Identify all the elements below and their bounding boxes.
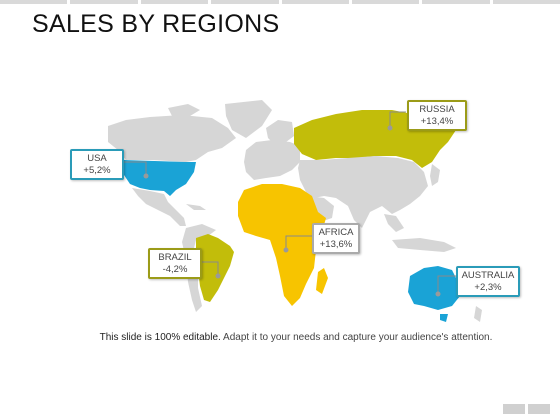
top-decor-bars xyxy=(0,0,560,4)
region-africa xyxy=(238,184,326,306)
callout-australia: AUSTRALIA +2,3% xyxy=(456,266,520,297)
marker-brazil xyxy=(215,273,221,279)
callout-usa: USA +5,2% xyxy=(70,149,124,180)
leader-africa xyxy=(285,235,312,250)
caption-rest: Adapt it to your needs and capture your … xyxy=(220,332,493,343)
land-madagascar xyxy=(316,268,328,294)
land-uk xyxy=(248,144,258,160)
slide-caption: This slide is 100% editable. Adapt it to… xyxy=(0,332,560,343)
leader-russia xyxy=(389,111,406,128)
land-greenland xyxy=(225,100,272,138)
callout-brazil: BRAZIL -4,2% xyxy=(148,248,202,279)
leader-brazil xyxy=(202,261,219,276)
land-asia xyxy=(298,156,428,228)
callout-australia-name: AUSTRALIA xyxy=(461,269,515,281)
land-mexico xyxy=(132,188,186,226)
land-europe xyxy=(244,140,300,180)
land-south-america xyxy=(182,224,216,312)
land-arctic-islands xyxy=(168,104,200,116)
marker-australia xyxy=(435,291,441,297)
leader-australia xyxy=(437,275,456,294)
leader-markers xyxy=(143,125,441,297)
marker-usa xyxy=(143,173,149,179)
region-usa xyxy=(122,160,196,196)
land-new-zealand xyxy=(474,306,482,322)
land-scandinavia xyxy=(266,120,294,144)
land-tasmania xyxy=(440,314,448,322)
callout-australia-value: +2,3% xyxy=(474,281,502,293)
land-canada xyxy=(108,115,236,162)
callout-usa-value: +5,2% xyxy=(83,164,111,176)
land-indonesia xyxy=(392,238,456,252)
callout-africa-name: AFRICA xyxy=(318,226,354,238)
marker-africa xyxy=(283,247,289,253)
leader-lines xyxy=(122,111,456,294)
callout-brazil-value: -4,2% xyxy=(162,263,188,275)
land-caribbean xyxy=(186,204,206,210)
page-title: SALES BY REGIONS xyxy=(32,10,280,38)
marker-russia xyxy=(387,125,393,131)
land-southeast-asia xyxy=(384,214,404,232)
callout-russia-value: +13,4% xyxy=(420,115,454,127)
region-brazil xyxy=(196,234,234,302)
callout-russia: RUSSIA +13,4% xyxy=(407,100,467,131)
region-australia xyxy=(408,266,460,310)
callout-africa: AFRICA +13,6% xyxy=(312,223,360,254)
caption-lead: This slide is 100% editable. xyxy=(99,332,221,343)
bottom-decor-bars xyxy=(503,404,550,414)
leader-usa xyxy=(122,161,147,176)
callout-usa-name: USA xyxy=(87,152,107,164)
land-japan xyxy=(430,164,440,186)
callout-brazil-name: BRAZIL xyxy=(158,251,192,263)
callout-russia-name: RUSSIA xyxy=(419,103,455,115)
callout-africa-value: +13,6% xyxy=(319,238,353,250)
